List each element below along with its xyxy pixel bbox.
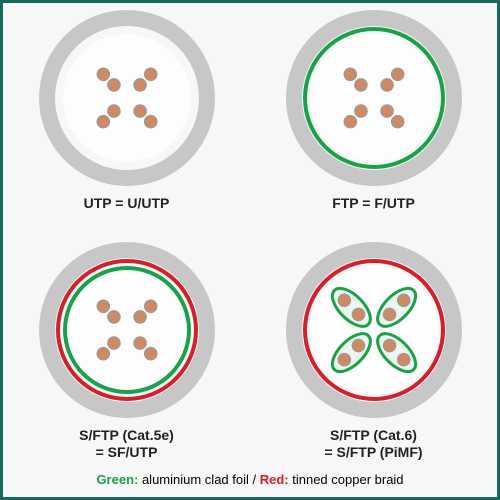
caption-line: S/FTP (Cat.6) xyxy=(324,427,422,445)
cell-sftp_cat6: S/FTP (Cat.6)= S/FTP (PiMF) xyxy=(250,235,497,467)
inner-disc xyxy=(310,34,438,162)
legend-red-label: Red: xyxy=(260,472,289,487)
conductor xyxy=(354,79,366,91)
conductor xyxy=(354,105,366,117)
conductor xyxy=(391,115,403,127)
conductor xyxy=(97,347,109,359)
conductor xyxy=(391,68,403,80)
conductor xyxy=(380,79,392,91)
conductor xyxy=(383,308,395,320)
caption-line: UTP = U/UTP xyxy=(84,195,170,213)
caption-ftp: FTP = F/UTP xyxy=(332,195,415,213)
conductor xyxy=(97,300,109,312)
conductor xyxy=(107,79,119,91)
conductor xyxy=(133,336,145,348)
caption-utp: UTP = U/UTP xyxy=(84,195,170,213)
conductor xyxy=(352,339,364,351)
conductor xyxy=(397,353,409,365)
cell-ftp: FTP = F/UTP xyxy=(250,3,497,235)
diagram-inner: UTP = U/UTP FTP = F/UTP S/FTP (Cat.5e)= … xyxy=(3,3,497,497)
conductor xyxy=(380,105,392,117)
legend-red-text: tinned copper braid xyxy=(289,472,404,487)
inner-disc xyxy=(310,266,438,394)
conductor xyxy=(383,339,395,351)
conductor xyxy=(144,68,156,80)
conductor xyxy=(97,115,109,127)
conductor xyxy=(133,105,145,117)
cable-sftp_cat6 xyxy=(279,235,469,425)
caption-sftp_cat5e: S/FTP (Cat.5e)= SF/UTP xyxy=(79,427,174,462)
conductor xyxy=(107,310,119,322)
conductor xyxy=(338,294,350,306)
inner-disc xyxy=(63,34,191,162)
caption-line: FTP = F/UTP xyxy=(332,195,415,213)
conductor xyxy=(133,310,145,322)
cable-sftp_cat5e xyxy=(32,235,222,425)
conductor xyxy=(97,68,109,80)
cell-utp: UTP = U/UTP xyxy=(3,3,250,235)
conductor xyxy=(144,115,156,127)
caption-line: S/FTP (Cat.5e) xyxy=(79,427,174,445)
caption-line: = S/FTP (PiMF) xyxy=(324,444,422,462)
cable-grid: UTP = U/UTP FTP = F/UTP S/FTP (Cat.5e)= … xyxy=(3,3,497,466)
conductor xyxy=(338,353,350,365)
conductor xyxy=(144,300,156,312)
conductor xyxy=(344,115,356,127)
legend-green-text: aluminium clad foil / xyxy=(138,472,259,487)
cable-utp xyxy=(32,3,222,193)
conductor xyxy=(133,79,145,91)
caption-line: = SF/UTP xyxy=(79,444,174,462)
diagram-frame: UTP = U/UTP FTP = F/UTP S/FTP (Cat.5e)= … xyxy=(0,0,500,500)
conductor xyxy=(397,294,409,306)
caption-sftp_cat6: S/FTP (Cat.6)= S/FTP (PiMF) xyxy=(324,427,422,462)
legend: Green: aluminium clad foil / Red: tinned… xyxy=(3,466,497,497)
legend-green-label: Green: xyxy=(96,472,138,487)
conductor xyxy=(344,68,356,80)
cell-sftp_cat5e: S/FTP (Cat.5e)= SF/UTP xyxy=(3,235,250,467)
conductor xyxy=(107,105,119,117)
conductor xyxy=(107,336,119,348)
conductor xyxy=(144,347,156,359)
cable-ftp xyxy=(279,3,469,193)
conductor xyxy=(352,308,364,320)
